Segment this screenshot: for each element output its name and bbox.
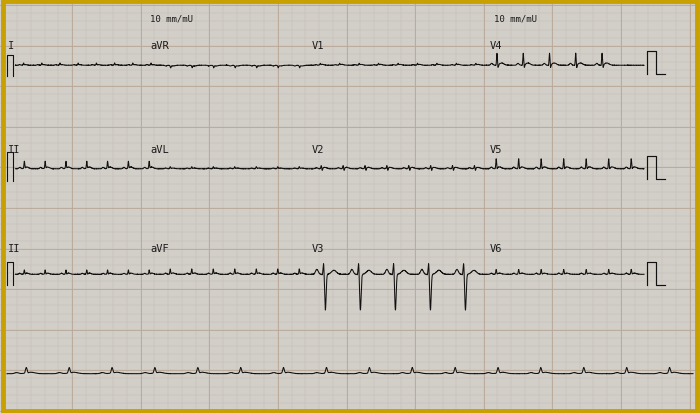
Text: V2: V2: [312, 145, 324, 154]
Text: V6: V6: [490, 244, 503, 254]
Text: aVL: aVL: [150, 145, 169, 154]
Text: I: I: [8, 41, 15, 51]
Text: 10 mm/mU: 10 mm/mU: [494, 14, 536, 24]
Text: aVF: aVF: [150, 244, 169, 254]
Text: 10 mm/mU: 10 mm/mU: [150, 14, 193, 24]
Text: V1: V1: [312, 41, 324, 51]
Text: V5: V5: [490, 145, 503, 154]
Text: aVR: aVR: [150, 41, 169, 51]
Text: V3: V3: [312, 244, 324, 254]
Text: II: II: [8, 244, 21, 254]
Text: II: II: [8, 145, 21, 154]
Text: V4: V4: [490, 41, 503, 51]
